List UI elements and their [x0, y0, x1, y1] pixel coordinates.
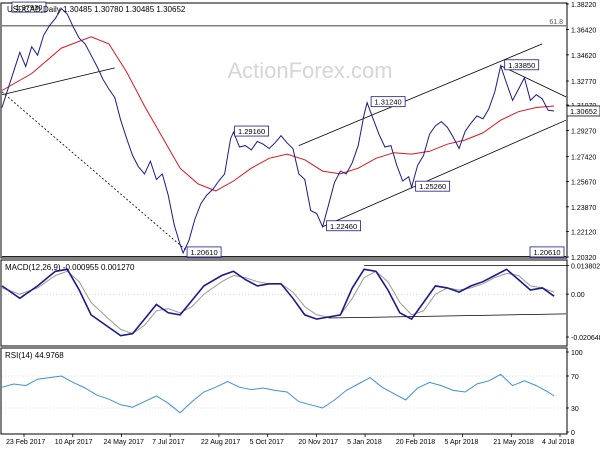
macd-panel: [0, 259, 568, 347]
x-tick-label-10: 21 May 2018: [493, 439, 534, 446]
main-ytick-label-1: 1.36420: [571, 27, 596, 34]
macd-ytick-label-0: 0.013802: [571, 264, 600, 271]
annotation-label-3: 1.22460: [330, 222, 357, 231]
main-ytick-label-6: 1.27420: [571, 155, 596, 162]
main-ytick-label-3: 1.32770: [571, 79, 596, 86]
macd-ytick-label-2: -0.020648: [571, 335, 600, 342]
annotation-label-4: 1.31240: [375, 98, 402, 107]
main-ytick-label-5: 1.29270: [571, 129, 596, 136]
main-ytick-label-0: 1.38220: [571, 2, 596, 9]
x-tick-label-2: 24 May 2017: [103, 439, 144, 446]
watermark: ActionForex.com: [227, 58, 392, 83]
annotation-box-6: [504, 59, 540, 71]
annotation-label-0: 1.37930: [15, 3, 42, 12]
rsi-ytick-label-2: 30: [571, 406, 579, 413]
x-tick-label-8: 20 Feb 2018: [396, 439, 435, 446]
current-price-label: 1.30652: [570, 107, 597, 116]
annotation-label-1: 1.20610: [191, 248, 218, 257]
rsi-line: [1, 373, 555, 414]
annotation-box-1: [186, 246, 222, 258]
x-tick-label-11: 4 Jul 2018: [542, 439, 574, 446]
fib-label-0: 61.8: [549, 19, 563, 26]
x-tick-label-6: 20 Nov 2017: [298, 439, 338, 446]
main-ytick-label-2: 1.34620: [571, 53, 596, 60]
x-tick-label-9: 5 Apr 2018: [445, 439, 479, 446]
x-tick-label-3: 7 Jul 2017: [152, 439, 184, 446]
trendline-0: [1, 67, 115, 96]
x-tick-label-1: 10 Apr 2017: [55, 439, 93, 446]
trendline-3: [298, 43, 543, 146]
trendline-4: [500, 65, 567, 98]
main-ytick-label-8: 1.23870: [571, 205, 596, 212]
annotation-box-0: [11, 1, 47, 13]
main-ytick-label-9: 1.22120: [571, 230, 596, 237]
rsi-title: RSI(14) 44.9768: [5, 351, 64, 360]
chart-title: USDCAD,Daily 1.30485 1.30780 1.30485 1.3…: [7, 5, 186, 14]
rsi-ytick-label-3: 0: [571, 430, 575, 437]
x-tick-label-5: 5 Oct 2017: [250, 439, 284, 446]
macd-ytick-label-1: 0.00: [571, 292, 585, 299]
annotation-label-5: 1.25260: [419, 182, 446, 191]
macd-line: [1, 268, 555, 337]
annotation-box-7: [529, 246, 565, 258]
x-tick-label-7: 5 Jan 2018: [347, 439, 382, 446]
annotation-box-3: [326, 220, 361, 232]
annotation-label-7: 1.20610: [533, 248, 560, 257]
annotation-box-4: [370, 96, 406, 108]
annotation-box-2: [234, 125, 269, 137]
annotation-label-6: 1.33850: [508, 61, 535, 70]
current-price-box: [566, 105, 600, 117]
x-tick-label-4: 22 Aug 2017: [201, 439, 240, 446]
trendline-2: [322, 119, 567, 228]
main-ytick-label-10: 1.20320: [571, 255, 596, 262]
annotation-label-2: 1.29160: [238, 127, 265, 136]
annotation-box-5: [415, 180, 451, 192]
price-line: [1, 7, 555, 255]
rsi-ytick-label-1: 70: [571, 374, 579, 381]
rsi-panel: [0, 347, 568, 435]
main-panel: [0, 2, 568, 259]
macd-trendline-1: [328, 313, 567, 319]
macd-title: MACD(12,26,9) -0.000955 0.001270: [5, 263, 135, 272]
trendline-1: [1, 91, 187, 251]
x-tick-label-0: 23 Feb 2017: [6, 439, 45, 446]
main-ytick-label-7: 1.25670: [571, 179, 596, 186]
ma-line: [1, 36, 555, 192]
rsi-ytick-label-0: 100: [571, 350, 583, 357]
